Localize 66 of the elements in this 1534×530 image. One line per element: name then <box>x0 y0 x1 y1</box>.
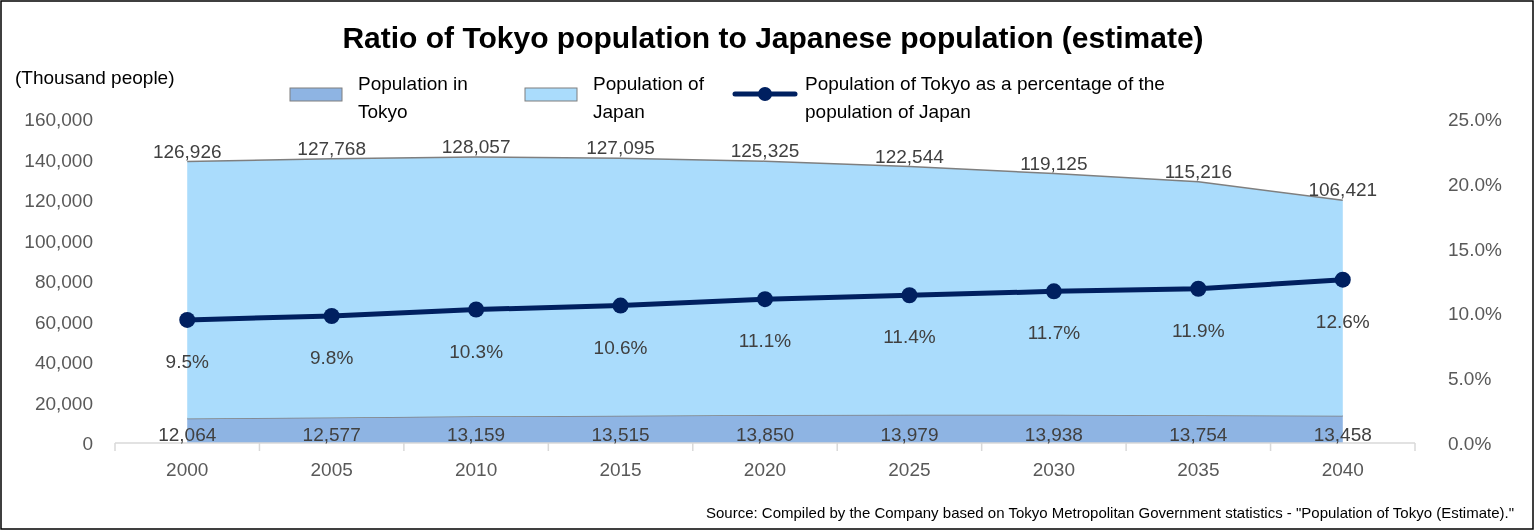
data-label: 12,064 <box>158 424 217 445</box>
data-label: 126,926 <box>152 140 222 162</box>
point <box>1334 271 1351 288</box>
point <box>612 297 629 314</box>
data-label: 106,421 <box>1308 179 1378 201</box>
data-label: 115,216 <box>1164 160 1232 182</box>
point <box>1190 280 1207 297</box>
x-tick-label: 2000 <box>166 459 209 480</box>
point <box>323 307 340 324</box>
chart-title: Ratio of Tokyo population to Japanese population (estimate) <box>342 21 1204 54</box>
y-tick-label: 140,000 <box>24 149 93 171</box>
y-axis-title: (Thousand people) <box>15 67 175 88</box>
y-tick-label: 80,000 <box>34 271 93 292</box>
legend-label: Population of Tokyo as a percentage of the population of Japan <box>805 73 1165 122</box>
data-label: 12,577 <box>302 424 361 445</box>
data-label: 11.4% <box>883 326 936 348</box>
y-tick-label: 0 <box>82 433 93 454</box>
y-tick-label: 160,000 <box>24 109 93 130</box>
y-tick-label: 40,000 <box>34 352 93 373</box>
point <box>1045 283 1062 300</box>
x-tick-label: 2015 <box>599 459 642 480</box>
x-tick-label: 2020 <box>743 459 787 480</box>
y-tick-label: 20,000 <box>34 392 93 414</box>
x-tick-label: 2010 <box>454 459 498 480</box>
data-label: 125,325 <box>730 140 800 162</box>
x-tick-label: 2025 <box>888 459 931 480</box>
x-tick-label: 2035 <box>1177 459 1220 480</box>
y2-tick-label: 25.0% <box>1448 109 1502 130</box>
y2-tick-label: 0.0% <box>1448 433 1492 454</box>
y-tick-label: 60,000 <box>34 311 93 333</box>
point <box>468 301 485 318</box>
data-label: 11.7% <box>1027 322 1081 344</box>
data-label: 12.6% <box>1315 310 1370 332</box>
y2-tick-label: 20.0% <box>1448 173 1502 195</box>
data-label: 9.8% <box>310 346 354 368</box>
x-tick-label: 2040 <box>1321 459 1364 480</box>
y2-tick-label: 5.0% <box>1448 368 1492 390</box>
data-label: 128,057 <box>441 136 511 158</box>
data-label: 13,938 <box>1024 424 1083 445</box>
data-label: 10.6% <box>593 336 648 358</box>
data-label: 10.3% <box>449 340 504 362</box>
x-tick-label: 2030 <box>1032 459 1076 480</box>
point <box>757 291 773 308</box>
data-label: 11.9% <box>1172 319 1225 341</box>
point <box>179 311 196 328</box>
data-label: 13,979 <box>880 424 939 445</box>
data-label: 13,458 <box>1313 424 1372 445</box>
data-label: 122,544 <box>875 145 945 167</box>
legend-label: Population of Japan <box>593 73 705 122</box>
x-tick-label: 2005 <box>310 459 353 480</box>
y-tick-label: 100,000 <box>24 230 93 252</box>
source-note: Source: Compiled by the Company based on Tokyo Metropolitan Government statistics - "Population of Tokyo (Estimate)." <box>706 504 1514 521</box>
data-label: 13,515 <box>591 424 650 445</box>
data-label: 11.1% <box>738 330 792 352</box>
data-label: 127,095 <box>586 137 655 159</box>
data-label: 13,850 <box>735 424 795 445</box>
data-label: 13,159 <box>447 424 506 445</box>
y-tick-label: 120,000 <box>24 190 93 211</box>
legend-label: Population in Tokyo <box>358 73 468 122</box>
data-label: 119,125 <box>1020 152 1088 174</box>
data-label: 127,768 <box>297 137 367 159</box>
y2-tick-label: 15.0% <box>1448 238 1502 260</box>
point <box>901 287 918 304</box>
data-label: 13,754 <box>1169 424 1228 445</box>
data-label: 9.5% <box>165 350 209 372</box>
y2-tick-label: 10.0% <box>1448 303 1502 325</box>
